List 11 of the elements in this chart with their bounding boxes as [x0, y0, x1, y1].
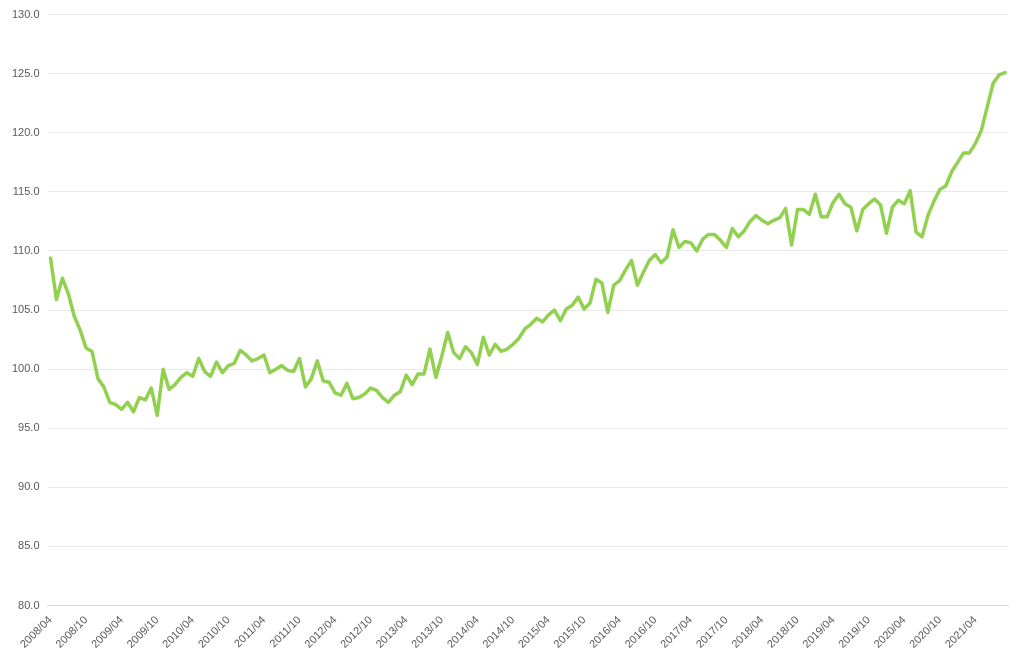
y-tick-label: 125.0 — [12, 66, 40, 79]
y-tick-label: 80.0 — [18, 598, 40, 611]
y-tick-label: 90.0 — [18, 480, 40, 493]
y-tick-label: 110.0 — [12, 244, 40, 257]
y-tick-label: 95.0 — [18, 421, 40, 434]
y-tick-label: 85.0 — [18, 539, 40, 552]
y-tick-label: 105.0 — [12, 303, 40, 316]
y-tick-label: 120.0 — [12, 125, 40, 138]
y-tick-label: 115.0 — [12, 184, 40, 197]
y-tick-label: 130.0 — [12, 7, 40, 20]
y-tick-label: 100.0 — [12, 362, 40, 375]
